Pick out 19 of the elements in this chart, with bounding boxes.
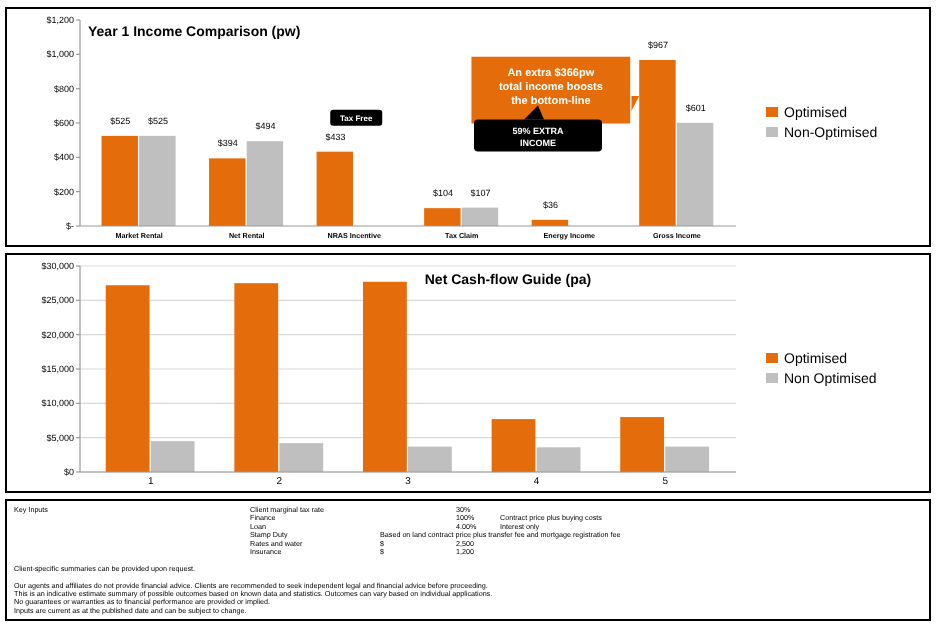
bar [536,447,581,472]
bar [620,417,665,472]
bar [209,158,246,226]
bar [424,208,461,226]
bar [139,135,176,226]
bar [316,151,354,226]
bar [676,122,714,226]
bar [279,443,324,472]
bar [101,135,138,226]
bar [665,446,710,472]
bar [408,446,452,472]
bar [234,283,279,472]
bar [639,60,676,226]
bar [461,207,499,226]
bar [246,141,284,226]
bar [105,285,150,472]
bar [150,441,195,472]
bar [362,281,407,472]
bar [491,419,536,472]
